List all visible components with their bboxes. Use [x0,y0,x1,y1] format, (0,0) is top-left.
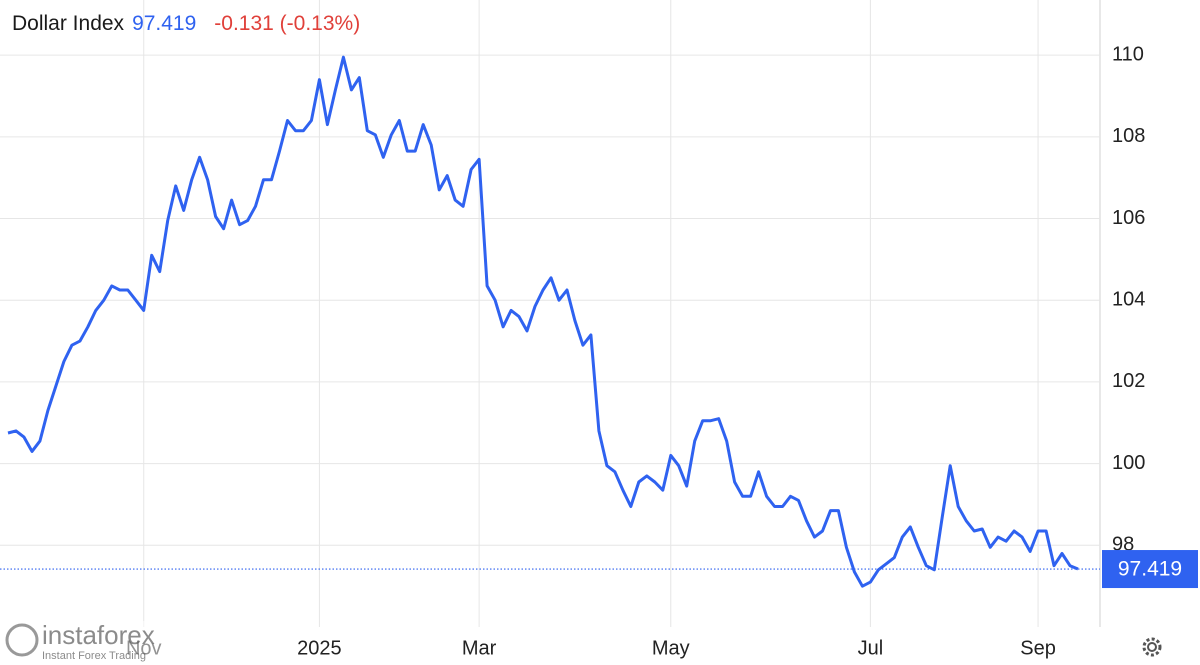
y-tick-label: 106 [1112,207,1145,229]
x-tick-label: Jul [858,637,884,659]
watermark-tagline: Instant Forex Trading [42,650,146,662]
y-tick-label: 108 [1112,125,1145,147]
watermark-logo [5,623,39,657]
x-tick-label: Mar [462,637,497,659]
settings-icon[interactable] [1142,637,1162,657]
chart-title: Dollar Index [12,12,125,35]
series-line [7,55,1079,588]
change: -0.131 (-0.13%) [214,12,360,35]
gear-hub [1147,642,1157,652]
gear-teeth [1142,637,1162,657]
y-tick-label: 102 [1112,370,1145,392]
x-tick-label: 2025 [297,637,342,659]
last-value: 97.419 [132,12,196,35]
y-tick-label: 110 [1112,43,1144,65]
last-value-badge-label: 97.419 [1118,558,1182,581]
chart-header: Dollar Index 97.419 -0.131 (-0.13%) [12,12,360,35]
x-tick-label: May [652,637,690,659]
x-tick-label: Sep [1020,637,1056,659]
last-value-badge [1102,550,1198,589]
y-tick-label: 100 [1112,452,1145,474]
watermark: instaforex Instant Forex Trading [0,620,180,665]
y-tick-label: 104 [1112,289,1145,311]
watermark-name: instaforex [42,620,155,650]
